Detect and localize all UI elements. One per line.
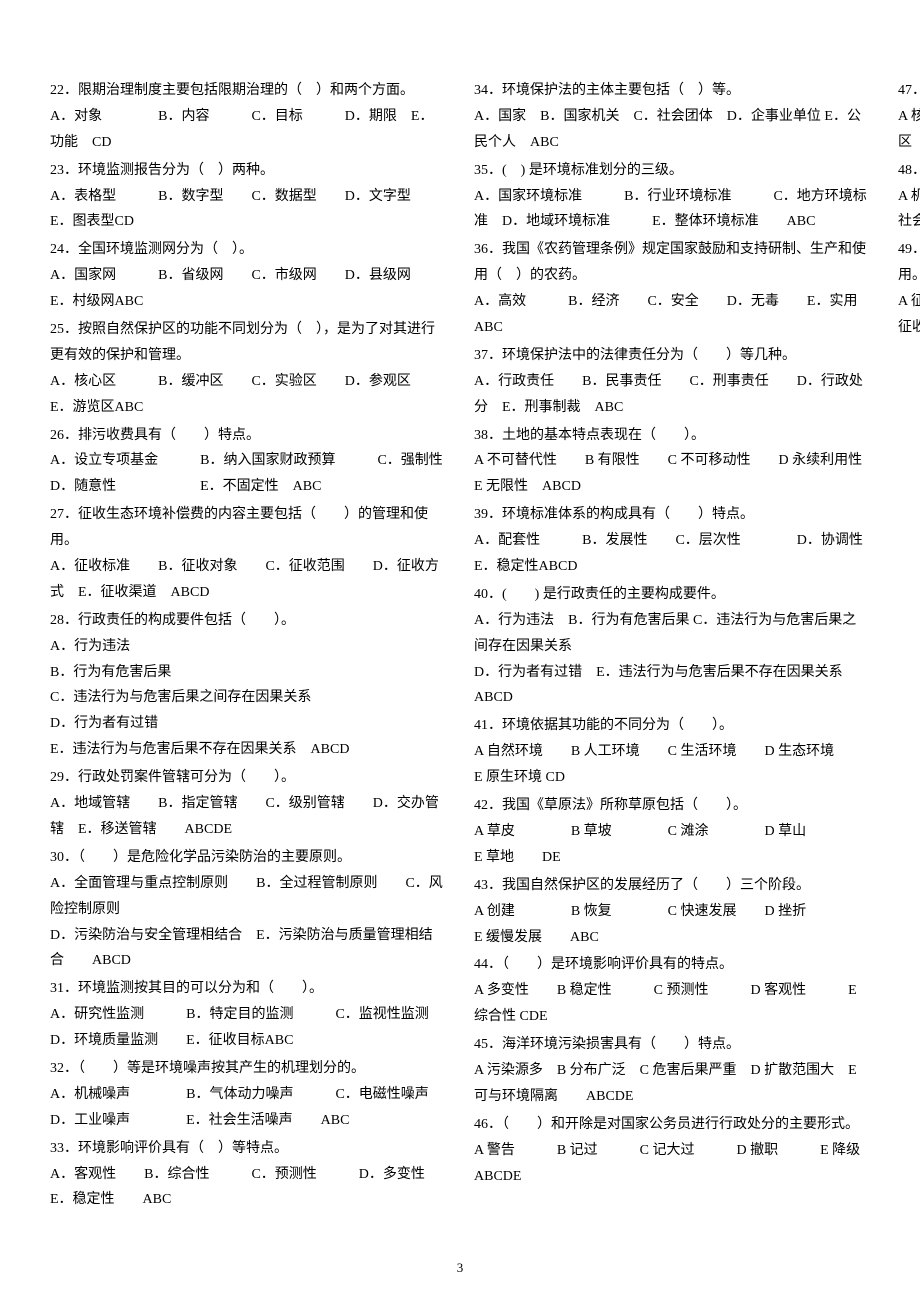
question-29: 29．行政处罚案件管辖可分为（ ）。A．地域管辖 B．指定管辖 C．级别管辖 D… bbox=[50, 765, 446, 843]
question-options-line: A．设立专项基金 B．纳入国家财政预算 C．强制性 D．随意性 E．不固定性 A… bbox=[50, 448, 446, 500]
question-stem: 39．环境标准体系的构成具有（ ）特点。 bbox=[474, 502, 870, 528]
question-options-line: A．行为违法 B．行为有危害后果 C．违法行为与危害后果之间存在因果关系 bbox=[474, 608, 870, 660]
question-options-line: A．国家环境标准 B．行业环境标准 C．地方环境标准 D．地域环境标准 E．整体… bbox=[474, 184, 870, 236]
question-options-line: A．行为违法 bbox=[50, 634, 446, 660]
question-options-line: A．高效 B．经济 C．安全 D．无毒 E．实用 ABC bbox=[474, 289, 870, 341]
question-stem: 37．环境保护法中的法律责任分为（ ）等几种。 bbox=[474, 343, 870, 369]
question-41: 41．环境依据其功能的不同分为（ ）。A 自然环境 B 人工环境 C 生活环境 … bbox=[474, 713, 870, 791]
question-36: 36．我国《农药管理条例》规定国家鼓励和支持研制、生产和使用（ ）的农药。A．高… bbox=[474, 237, 870, 341]
question-stem: 43．我国自然保护区的发展经历了（ ）三个阶段。 bbox=[474, 873, 870, 899]
question-stem: 49．征收生态环境补偿费的主要内容包括（ ）和管理及使用。 bbox=[898, 237, 920, 289]
question-34: 34．环境保护法的主体主要包括（ ）等。A．国家 B．国家机关 C．社会团体 D… bbox=[474, 78, 870, 156]
question-stem: 45．海洋环境污染损害具有（ ）特点。 bbox=[474, 1032, 870, 1058]
question-stem: 34．环境保护法的主体主要包括（ ）等。 bbox=[474, 78, 870, 104]
question-stem: 26．排污收费具有（ ）特点。 bbox=[50, 423, 446, 449]
question-stem: 23．环境监测报告分为（ ）两种。 bbox=[50, 158, 446, 184]
question-options-line: A．行政责任 B．民事责任 C．刑事责任 D．行政处分 E．刑事制裁 ABC bbox=[474, 369, 870, 421]
question-options-line: D．污染防治与安全管理相结合 E．污染防治与质量管理相结合 ABCD bbox=[50, 923, 446, 975]
question-stem: 44．（ ）是环境影响评价具有的特点。 bbox=[474, 952, 870, 978]
question-options-line: A．国家网 B．省级网 C．市级网 D．县级网 E．村级网ABC bbox=[50, 263, 446, 315]
question-options-line: A．地域管辖 B．指定管辖 C．级别管辖 D．交办管辖 E．移送管辖 ABCDE bbox=[50, 791, 446, 843]
question-options-line: E．违法行为与危害后果不存在因果关系 ABCD bbox=[50, 737, 446, 763]
question-options-line: A 核心区 B 缓冲区 C 实验区 D 参观区 E 游览区 ABC bbox=[898, 104, 920, 156]
question-stem: 25．按照自然保护区的功能不同划分为（ ），是为了对其进行更有效的保护和管理。 bbox=[50, 317, 446, 369]
question-options-line: A 警告 B 记过 C 记大过 D 撤职 E 降级 ABCDE bbox=[474, 1138, 870, 1190]
question-40: 40．( ) 是行政责任的主要构成要件。A．行为违法 B．行为有危害后果 C．违… bbox=[474, 582, 870, 711]
question-options-line: A．表格型 B．数字型 C．数据型 D．文字型 E．图表型CD bbox=[50, 184, 446, 236]
question-options-line: A 自然环境 B 人工环境 C 生活环境 D 生态环境 E 原生环境 CD bbox=[474, 739, 870, 791]
question-30: 30．（ ）是危险化学品污染防治的主要原则。A．全面管理与重点控制原则 B．全过… bbox=[50, 845, 446, 974]
question-25: 25．按照自然保护区的功能不同划分为（ ），是为了对其进行更有效的保护和管理。A… bbox=[50, 317, 446, 421]
question-stem: 46．（ ）和开除是对国家公务员进行行政处分的主要形式。 bbox=[474, 1112, 870, 1138]
question-stem: 22．限期治理制度主要包括限期治理的（ ）和两个方面。 bbox=[50, 78, 446, 104]
question-stem: 28．行政责任的构成要件包括（ ）。 bbox=[50, 608, 446, 634]
question-options-line: B．行为有危害后果 bbox=[50, 660, 446, 686]
question-48: 48．（ ）是按照环境噪声产生的机理进行划分。A 机械噪声 B 气体动力噪声 C… bbox=[898, 158, 920, 236]
question-33: 33．环境影响评价具有（ ）等特点。A．客观性 B．综合性 C．预测性 D．多变… bbox=[50, 1136, 446, 1214]
question-options-line: A 多变性 B 稳定性 C 预测性 D 客观性 E 综合性 CDE bbox=[474, 978, 870, 1030]
question-23: 23．环境监测报告分为（ ）两种。A．表格型 B．数字型 C．数据型 D．文字型… bbox=[50, 158, 446, 236]
question-options-line: A．征收标准 B．征收对象 C．征收范围 D．征收方式 E．征收渠道 ABCD bbox=[50, 554, 446, 606]
question-stem: 36．我国《农药管理条例》规定国家鼓励和支持研制、生产和使用（ ）的农药。 bbox=[474, 237, 870, 289]
question-22: 22．限期治理制度主要包括限期治理的（ ）和两个方面。A．对象 B．内容 C．目… bbox=[50, 78, 446, 156]
question-options-line: A．研究性监测 B．特定目的监测 C．监视性监测 D．环境质量监测 E．征收目标… bbox=[50, 1002, 446, 1054]
question-stem: 40．( ) 是行政责任的主要构成要件。 bbox=[474, 582, 870, 608]
question-stem: 30．（ ）是危险化学品污染防治的主要原则。 bbox=[50, 845, 446, 871]
question-options-line: A 征收标准 B 征收对象 C 征收范围 D 征收方式 E 征收数量 ABCD bbox=[898, 289, 920, 341]
question-options-line: A．机械噪声 B．气体动力噪声 C．电磁性噪声 D．工业噪声 E．社会生活噪声 … bbox=[50, 1082, 446, 1134]
question-options-line: A 不可替代性 B 有限性 C 不可移动性 D 永续利用性 E 无限性 ABCD bbox=[474, 448, 870, 500]
question-stem: 27．征收生态环境补偿费的内容主要包括（ ）的管理和使用。 bbox=[50, 502, 446, 554]
question-options-line: A．客观性 B．综合性 C．预测性 D．多变性 E．稳定性 ABC bbox=[50, 1162, 446, 1214]
question-49: 49．征收生态环境补偿费的主要内容包括（ ）和管理及使用。A 征收标准 B 征收… bbox=[898, 237, 920, 341]
question-stem: 35．( ) 是环境标准划分的三级。 bbox=[474, 158, 870, 184]
question-options-line: A．国家 B．国家机关 C．社会团体 D．企事业单位 E．公民个人 ABC bbox=[474, 104, 870, 156]
question-options-line: A 草皮 B 草坡 C 滩涂 D 草山 E 草地 DE bbox=[474, 819, 870, 871]
question-43: 43．我国自然保护区的发展经历了（ ）三个阶段。A 创建 B 恢复 C 快速发展… bbox=[474, 873, 870, 951]
question-stem: 33．环境影响评价具有（ ）等特点。 bbox=[50, 1136, 446, 1162]
question-37: 37．环境保护法中的法律责任分为（ ）等几种。A．行政责任 B．民事责任 C．刑… bbox=[474, 343, 870, 421]
question-options-line: D．行为者有过错 E．违法行为与危害后果不存在因果关系 ABCD bbox=[474, 660, 870, 712]
question-28: 28．行政责任的构成要件包括（ ）。A．行为违法B．行为有危害后果C．违法行为与… bbox=[50, 608, 446, 763]
question-42: 42．我国《草原法》所称草原包括（ ）。A 草皮 B 草坡 C 滩涂 D 草山 … bbox=[474, 793, 870, 871]
question-24: 24．全国环境监测网分为（ ）。A．国家网 B．省级网 C．市级网 D．县级网 … bbox=[50, 237, 446, 315]
question-32: 32．（ ）等是环境噪声按其产生的机理划分的。A．机械噪声 B．气体动力噪声 C… bbox=[50, 1056, 446, 1134]
question-stem: 29．行政处罚案件管辖可分为（ ）。 bbox=[50, 765, 446, 791]
question-options-line: A 创建 B 恢复 C 快速发展 D 挫折 E 缓慢发展 ABC bbox=[474, 899, 870, 951]
question-44: 44．（ ）是环境影响评价具有的特点。A 多变性 B 稳定性 C 预测性 D 客… bbox=[474, 952, 870, 1030]
question-stem: 42．我国《草原法》所称草原包括（ ）。 bbox=[474, 793, 870, 819]
question-stem: 48．（ ）是按照环境噪声产生的机理进行划分。 bbox=[898, 158, 920, 184]
question-options-line: A 污染源多 B 分布广泛 C 危害后果严重 D 扩散范围大 E 可与环境隔离 … bbox=[474, 1058, 870, 1110]
question-31: 31．环境监测按其目的可以分为和（ ）。A．研究性监测 B．特定目的监测 C．监… bbox=[50, 976, 446, 1054]
question-options-line: A．对象 B．内容 C．目标 D．期限 E．功能 CD bbox=[50, 104, 446, 156]
question-options-line: A 机械噪声 B 气体动力噪声 C 电磁性噪声 D 工业噪声 E 社会生活噪声 … bbox=[898, 184, 920, 236]
question-45: 45．海洋环境污染损害具有（ ）特点。A 污染源多 B 分布广泛 C 危害后果严… bbox=[474, 1032, 870, 1110]
question-stem: 32．（ ）等是环境噪声按其产生的机理划分的。 bbox=[50, 1056, 446, 1082]
question-stem: 38．土地的基本特点表现在（ ）。 bbox=[474, 423, 870, 449]
question-options-line: A．核心区 B．缓冲区 C．实验区 D．参观区 E．游览区ABC bbox=[50, 369, 446, 421]
page-number: 3 bbox=[0, 1256, 920, 1280]
question-options-line: A．配套性 B．发展性 C．层次性 D．协调性 E．稳定性ABCD bbox=[474, 528, 870, 580]
question-27: 27．征收生态环境补偿费的内容主要包括（ ）的管理和使用。A．征收标准 B．征收… bbox=[50, 502, 446, 606]
question-stem: 31．环境监测按其目的可以分为和（ ）。 bbox=[50, 976, 446, 1002]
two-column-layout: 22．限期治理制度主要包括限期治理的（ ）和两个方面。A．对象 B．内容 C．目… bbox=[50, 78, 870, 1238]
question-46: 46．（ ）和开除是对国家公务员进行行政处分的主要形式。A 警告 B 记过 C … bbox=[474, 1112, 870, 1190]
question-38: 38．土地的基本特点表现在（ ）。A 不可替代性 B 有限性 C 不可移动性 D… bbox=[474, 423, 870, 501]
question-47: 47．按照自然保护区的功能分区，可以将其划分为（ ）。A 核心区 B 缓冲区 C… bbox=[898, 78, 920, 156]
question-26: 26．排污收费具有（ ）特点。A．设立专项基金 B．纳入国家财政预算 C．强制性… bbox=[50, 423, 446, 501]
question-options-line: A．全面管理与重点控制原则 B．全过程管制原则 C．风险控制原则 bbox=[50, 871, 446, 923]
question-35: 35．( ) 是环境标准划分的三级。A．国家环境标准 B．行业环境标准 C．地方… bbox=[474, 158, 870, 236]
question-39: 39．环境标准体系的构成具有（ ）特点。A．配套性 B．发展性 C．层次性 D．… bbox=[474, 502, 870, 580]
question-stem: 24．全国环境监测网分为（ ）。 bbox=[50, 237, 446, 263]
question-options-line: C．违法行为与危害后果之间存在因果关系 bbox=[50, 685, 446, 711]
question-options-line: D．行为者有过错 bbox=[50, 711, 446, 737]
question-stem: 47．按照自然保护区的功能分区，可以将其划分为（ ）。 bbox=[898, 78, 920, 104]
question-stem: 41．环境依据其功能的不同分为（ ）。 bbox=[474, 713, 870, 739]
